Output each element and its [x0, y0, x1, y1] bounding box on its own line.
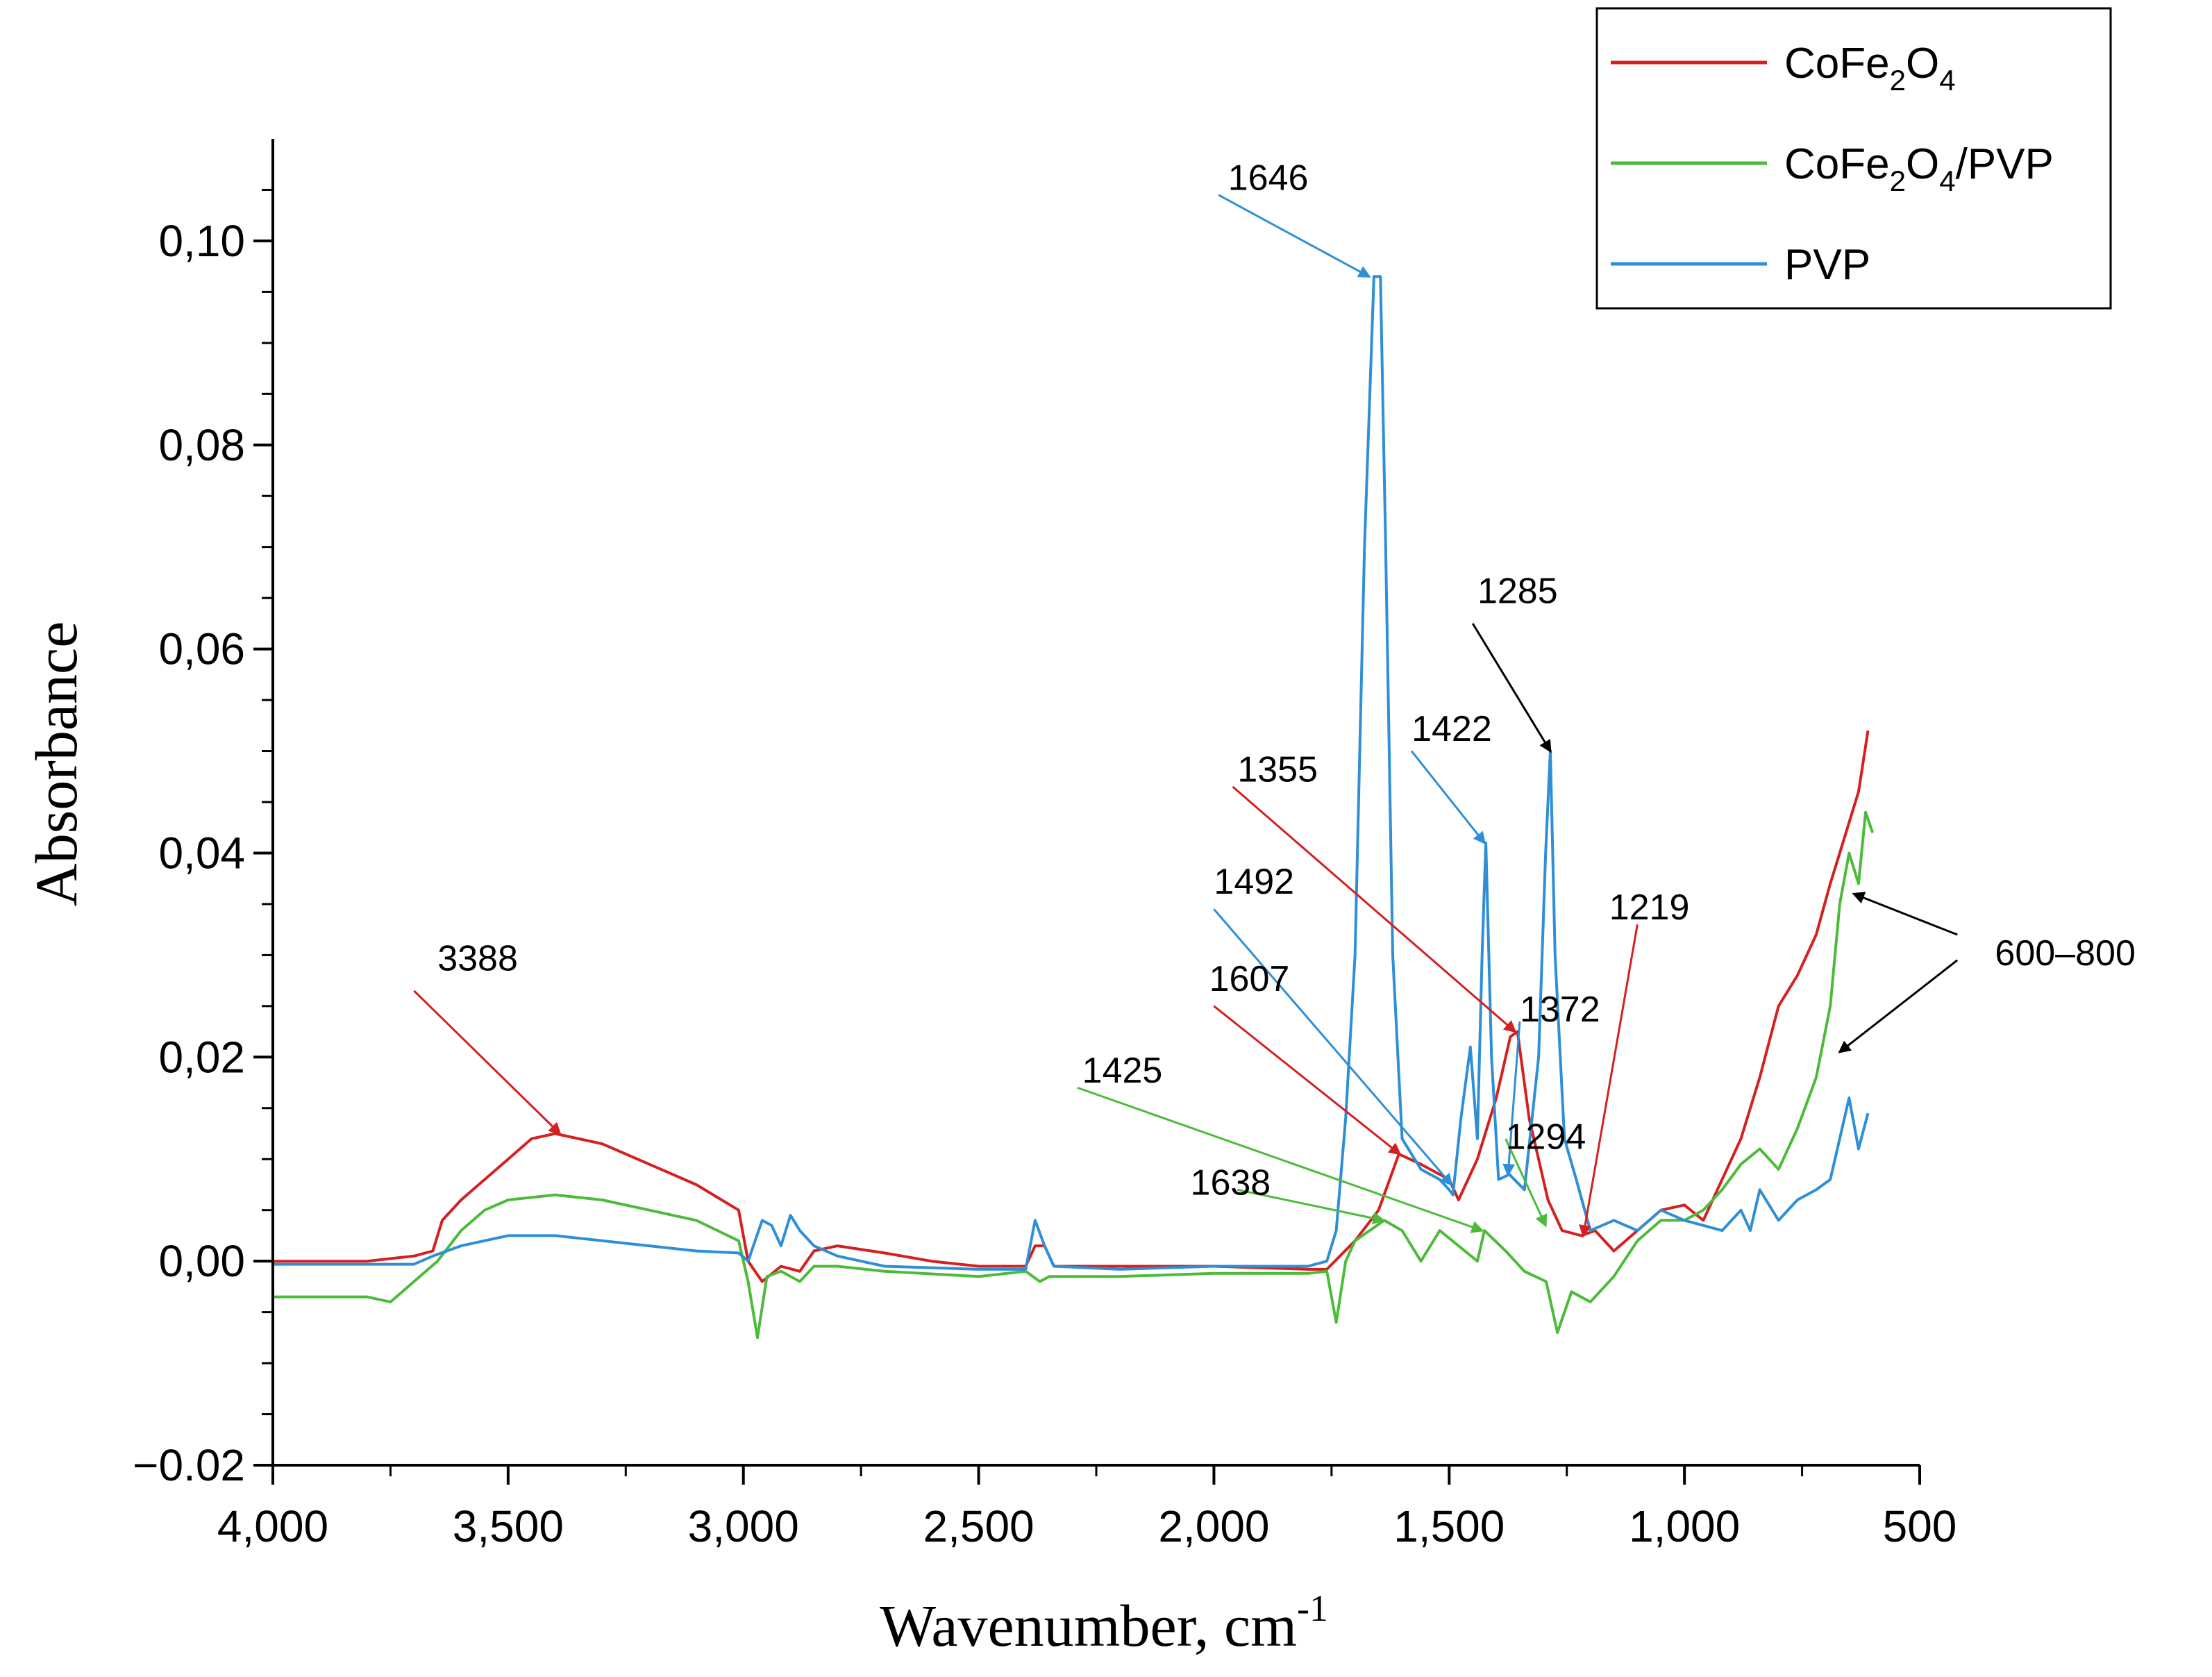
- annotation-arrow: [413, 990, 562, 1135]
- annotation-arrow: [1237, 1188, 1386, 1225]
- x-tick-label: 2,500: [923, 1501, 1034, 1551]
- annotation-arrow: [1505, 1138, 1548, 1228]
- series-layer: [273, 275, 1875, 1340]
- y-tick-label: 0,02: [158, 1032, 245, 1082]
- x-tick-label: 1,000: [1629, 1501, 1740, 1551]
- annotation-label: 1285: [1477, 571, 1558, 612]
- x-axis-title-sup: -1: [1297, 1587, 1328, 1629]
- annotation-arrow: [1838, 959, 1959, 1053]
- annotation-label: 1607: [1209, 959, 1290, 999]
- annotation-arrow: [1213, 1005, 1402, 1155]
- annotation-arrow: [1218, 194, 1371, 278]
- annotation-label: 1422: [1411, 709, 1492, 749]
- annotation-label: 1646: [1228, 158, 1309, 198]
- legend-box: [1595, 7, 2112, 310]
- annotation-arrow: [1077, 1086, 1484, 1233]
- y-tick-label: 0,08: [158, 420, 245, 470]
- annotation-arrow: [1213, 908, 1453, 1187]
- series-line-pvp: [273, 275, 1870, 1271]
- annotation-label: 1219: [1609, 887, 1690, 928]
- legend-subscript: 4: [1939, 165, 1955, 197]
- y-tick-label: 0,00: [158, 1236, 245, 1286]
- legend-text-part: O: [1906, 40, 1939, 87]
- legend-text-part: O: [1906, 140, 1939, 188]
- legend-label: CoFe2O4: [1784, 40, 1956, 97]
- y-tick-label: −0.02: [133, 1440, 245, 1490]
- x-tick-label: 4,000: [217, 1501, 328, 1551]
- x-tick-label: 3,000: [688, 1501, 799, 1551]
- annotation-arrow: [1232, 785, 1517, 1033]
- y-tick-label: 0,10: [158, 216, 245, 266]
- x-tick-label: 2,000: [1158, 1501, 1269, 1551]
- x-tick-label: 500: [1883, 1501, 1957, 1551]
- x-axis-title: Wavenumber, cm-1: [880, 1587, 1328, 1659]
- annotation-label: 600–800: [1995, 933, 2135, 974]
- x-axis-title-main: Wavenumber, cm: [880, 1592, 1297, 1659]
- legend-text-part: PVP: [1784, 241, 1870, 289]
- y-tick-label: 0,04: [158, 828, 245, 878]
- x-tick-label: 3,500: [453, 1501, 564, 1551]
- annotation-arrow: [1410, 750, 1486, 845]
- annotation-label: 3388: [437, 938, 518, 978]
- y-tick-label: 0,06: [158, 624, 245, 674]
- annotation-label: 1355: [1237, 750, 1318, 790]
- legend-text-part: CoFe: [1784, 140, 1890, 188]
- legend-label: CoFe2O4/PVP: [1784, 140, 2054, 197]
- annotation-label: 1638: [1191, 1163, 1271, 1203]
- annotation-label: 1294: [1506, 1117, 1586, 1158]
- legend-subscript: 4: [1939, 64, 1955, 97]
- legend-text-part: CoFe: [1784, 40, 1890, 87]
- annotation-arrow: [1852, 892, 1958, 936]
- annotation-layer: 3388 1646 1285 1422 1355 1492 1219 1372 1607 1425…: [413, 158, 2136, 1238]
- y-axis-title: Absorbance: [23, 621, 90, 907]
- annotation-label: 1372: [1520, 990, 1600, 1030]
- annotation-label: 1425: [1082, 1051, 1163, 1091]
- annotation-arrow: [1579, 924, 1639, 1238]
- legend-text-part: /PVP: [1956, 140, 2054, 188]
- legend-label: PVP: [1784, 241, 1870, 289]
- legend-subscript: 2: [1890, 165, 1906, 197]
- x-tick-label: 1,500: [1393, 1501, 1505, 1551]
- legend-subscript: 2: [1890, 64, 1906, 97]
- ticks-layer: 4,000 3,500 3,000 2,500 2,000 1,500 1,000 500 −0…: [133, 188, 1957, 1551]
- series-line-cofe2o4-pvp: [273, 810, 1875, 1340]
- annotation-label: 1492: [1214, 862, 1294, 902]
- annotation-arrow: [1471, 623, 1552, 753]
